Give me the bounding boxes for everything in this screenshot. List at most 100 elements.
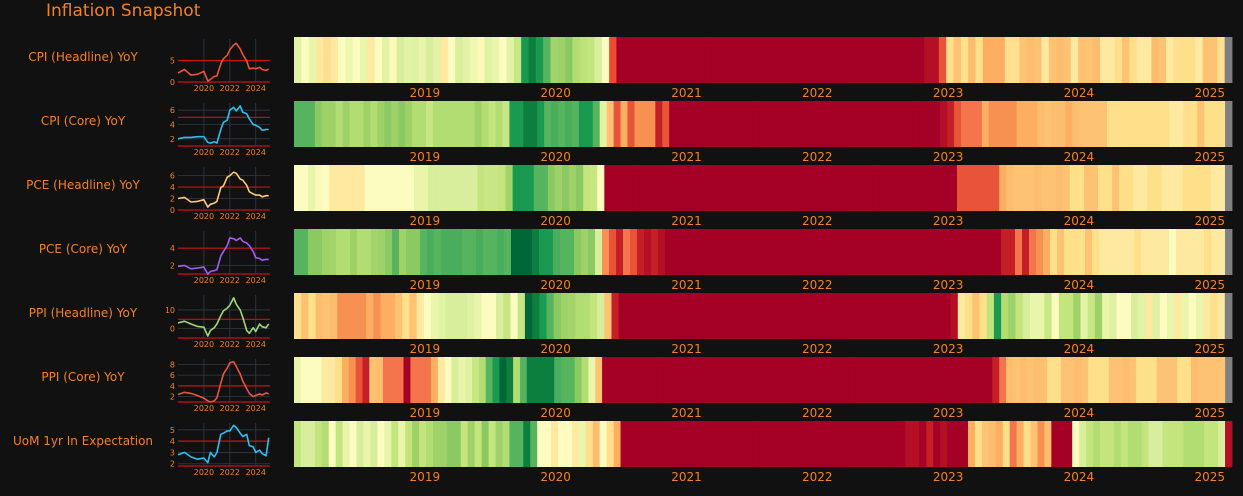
sparkline-cpi-headline-yoy: 2020 2022 2024 0 5: [170, 39, 270, 93]
y-tick-label: 4: [170, 121, 175, 130]
heatmap-cell: [814, 37, 823, 83]
heatmap-cell: [726, 293, 735, 339]
heatmap-cell: [1069, 165, 1078, 211]
heatmap-cell: [1189, 165, 1198, 211]
heatmap-cell: [1092, 37, 1101, 83]
heatmap-cell: [343, 165, 351, 211]
heatmap-cell: [937, 357, 945, 403]
heatmap-cell: [631, 37, 639, 83]
y-tick-label: 0: [170, 325, 175, 334]
heatmap-cell: [1141, 421, 1150, 467]
y-tick-label: 6: [170, 172, 175, 181]
heatmap-cell: [670, 357, 678, 403]
heatmap-cell: [808, 421, 816, 467]
heatmap-cell: [840, 229, 848, 275]
heatmap-cell: [526, 165, 535, 211]
heatmap-cell: [544, 101, 552, 147]
heatmap-cell: [561, 357, 569, 403]
heatmap-cell: [484, 165, 492, 211]
heatmap-cell: [847, 229, 855, 275]
heatmap-cell: [323, 37, 332, 83]
heatmap-cell: [1058, 101, 1066, 147]
heatmap-cell: [1012, 37, 1020, 83]
heatmap-cell: [373, 293, 381, 339]
heatmap-cell: [806, 37, 815, 83]
heatmap-cell: [632, 165, 640, 211]
heatmap-cell: [731, 101, 740, 147]
heatmap-cell: [608, 357, 617, 403]
heatmap-cell: [919, 421, 927, 467]
heatmap-cell: [506, 357, 514, 403]
heatmap-cell: [1012, 357, 1021, 403]
heatmap-cell: [914, 165, 923, 211]
heatmap-cell: [564, 101, 573, 147]
heatmap-cell: [449, 165, 457, 211]
heatmap-cell: [849, 421, 858, 467]
heatmap-cell: [1026, 357, 1034, 403]
heatmap-cell: [513, 357, 521, 403]
heatmap-cell: [889, 357, 897, 403]
heatmap-cell: [383, 357, 391, 403]
heatmap-cell: [328, 101, 337, 147]
heatmap-cell: [451, 357, 459, 403]
heatmap-cell: [366, 293, 374, 339]
heatmap-cell: [917, 357, 925, 403]
heatmap-cell: [463, 165, 471, 211]
y-tick-label: 10: [166, 306, 175, 315]
indicator-row-pce-core-yoy: PCE (Core) YoY 2020 2022 2024 2 4 2019 2020 2021…: [0, 229, 1243, 293]
heatmap-cell: [567, 357, 576, 403]
heatmap-cell: [905, 101, 913, 147]
heatmap-cell: [967, 421, 976, 467]
heatmap-cell: [403, 357, 411, 403]
heatmap-cell: [900, 293, 908, 339]
x-tick-label: 2022: [220, 340, 240, 349]
heatmap-cell: [452, 293, 461, 339]
heatmap-cell: [921, 165, 930, 211]
heatmap-cell: [835, 421, 844, 467]
heatmap-cell: [1058, 293, 1067, 339]
heatmap-cell: [1008, 293, 1016, 339]
heatmap-cell: [921, 293, 930, 339]
heatmap-cell: [940, 101, 948, 147]
heatmap-cell: [880, 37, 888, 83]
heatmap-cell: [565, 37, 573, 83]
heatmap-cpi-core-yoy: 2019 2020 2021 2022 2023 2024 2025: [294, 101, 1233, 164]
heatmap-cell: [763, 293, 771, 339]
heatmap-cell: [703, 165, 711, 211]
heatmap-cell: [872, 165, 880, 211]
heatmap-cell: [690, 101, 698, 147]
x-tick-label: 2020: [194, 276, 214, 285]
heatmap-cell: [374, 37, 383, 83]
heatmap-cell: [1181, 293, 1190, 339]
heatmap-cell: [557, 37, 566, 83]
heatmap-cell: [863, 101, 872, 147]
heatmap-cell: [679, 229, 687, 275]
heatmap-cell: [728, 229, 736, 275]
heatmap-x-tick-label: 2019: [410, 150, 441, 164]
heatmap-cell: [724, 421, 733, 467]
heatmap-cell: [1177, 357, 1185, 403]
heatmap-cell: [588, 357, 596, 403]
heatmap-cell: [820, 293, 829, 339]
heatmap-cell: [510, 293, 519, 339]
heatmap-cell: [1063, 37, 1072, 83]
heatmap-cell: [554, 165, 563, 211]
heatmap-cell: [307, 421, 316, 467]
heatmap-cell: [843, 37, 852, 83]
heatmap-cell: [923, 357, 932, 403]
heatmap-cell: [498, 165, 506, 211]
indicator-row-cpi-headline-yoy: CPI (Headline) YoY 2020 2022 2024 0 5 2019 2020…: [0, 37, 1243, 101]
heatmap-cell: [1066, 293, 1074, 339]
heatmap-cell: [389, 37, 397, 83]
heatmap-cell: [1055, 165, 1064, 211]
series-line: [177, 360, 269, 403]
heatmap-cell: [734, 293, 742, 339]
heatmap-cell: [951, 357, 959, 403]
heatmap-cell: [301, 37, 310, 83]
heatmap-x-tick-label: 2019: [410, 406, 441, 420]
heatmap-cell: [902, 37, 910, 83]
heatmap-x-tick-label: 2022: [802, 278, 833, 292]
heatmap-cell: [597, 165, 605, 211]
heatmap-cell: [885, 293, 894, 339]
row-label: CPI (Core) YoY: [40, 114, 126, 128]
